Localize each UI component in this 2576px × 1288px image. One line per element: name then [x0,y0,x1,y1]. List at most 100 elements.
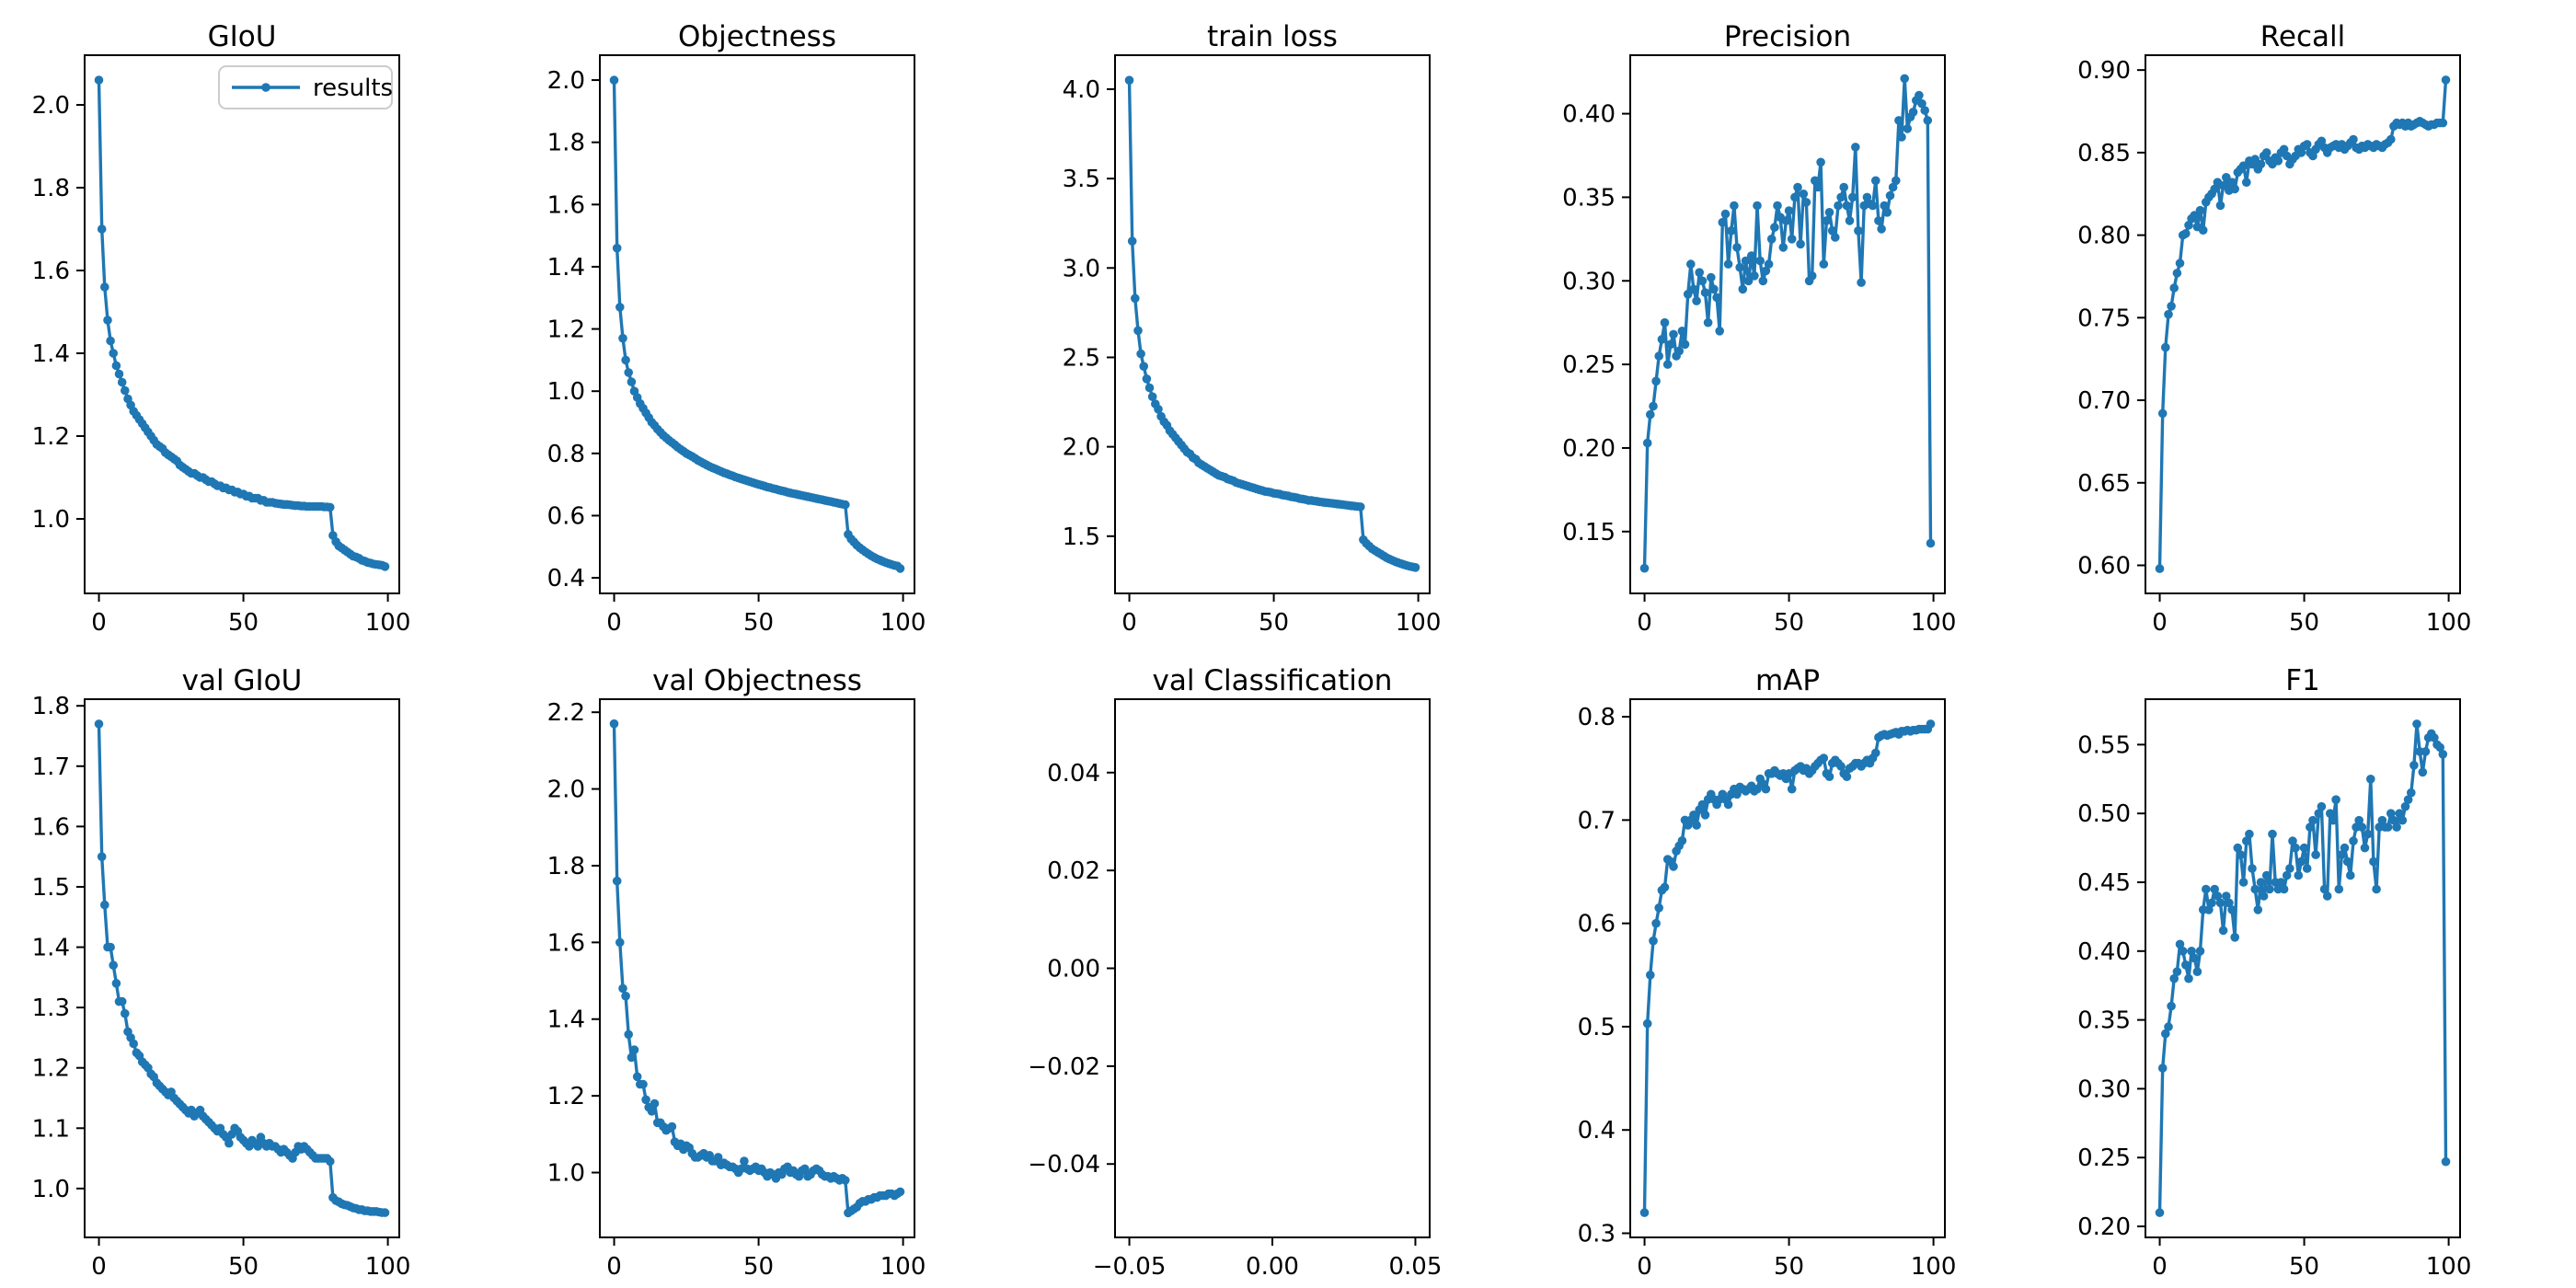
y-tick-label: 0.65 [2077,470,2131,498]
data-point-marker [1851,143,1860,152]
data-point-marker [2329,815,2338,825]
data-point-marker [2250,884,2260,894]
data-point-marker [1770,223,1779,232]
data-point-marker [1723,259,1733,269]
data-point-marker [109,349,118,358]
x-tick-label: 0 [1637,609,1652,637]
data-point-marker [895,1187,905,1197]
data-point-marker [1715,327,1724,336]
y-tick-label: 0.20 [2077,1213,2131,1241]
data-point-marker [1793,182,1802,192]
data-point-marker [2369,857,2378,867]
data-point-marker [2306,822,2315,832]
data-point-marker [1695,268,1704,278]
data-point-marker [2261,870,2271,880]
data-point-marker [1680,339,1690,350]
data-point-marker [2175,939,2185,949]
data-point-marker [2282,870,2292,880]
data-point-marker [1133,326,1143,336]
data-point-marker [2181,960,2191,970]
data-point-marker [1738,284,1748,294]
data-point-marker [1923,116,1933,125]
x-tick-label: 100 [1911,1253,1957,1281]
data-point-marker [1707,272,1716,282]
data-point-marker [1741,256,1751,266]
data-point-marker [1758,276,1768,286]
data-point-marker [2215,201,2225,211]
data-point-marker [2190,211,2199,220]
data-point-marker [94,75,104,85]
data-point-marker [2302,140,2312,149]
giou-plot-canvas: 1.0 1.2 1.4 1.6 1.8 2.0 0 50 100 results [32,54,410,637]
y-tick-label: 0.7 [1578,807,1616,834]
data-point-marker [1657,335,1667,344]
x-tick-label: 100 [2426,1253,2472,1281]
data-point-marker [2218,926,2228,936]
data-point-marker [1871,176,1880,186]
data-point-marker [1709,284,1719,294]
y-tick-label: 0.50 [2077,800,2131,828]
data-point-marker [1700,288,1710,297]
data-point-marker [1356,502,1365,512]
data-point-marker [1836,192,1846,202]
data-point-marker [1903,124,1913,133]
data-point-marker [1139,362,1148,372]
data-point-marker [2421,747,2431,756]
plot-title: train loss [1207,20,1338,53]
data-point-marker [2167,1001,2176,1011]
y-tick-label: 0.20 [1562,435,1616,463]
y-tick-label: 1.6 [32,813,70,841]
data-point-marker [713,1153,723,1162]
legend-label: results [313,75,393,102]
x-tick-label: 0 [606,609,622,637]
plot-border [599,54,915,594]
data-point-marker [1811,176,1820,186]
subplot-train-loss: train loss 1.5 2.0 2.5 3.0 3.5 4.0 0 50 100 [1030,0,1546,644]
data-point-marker [111,361,121,371]
data-point-marker [2366,775,2375,784]
data-point-marker [1807,271,1817,281]
data-point-marker [1142,374,1152,384]
x-tick-label: 0.00 [1246,1253,1299,1281]
x-tick-label: 0 [91,609,107,637]
subplot-f1: F1 0.20 0.25 0.30 0.35 0.40 0.45 0.50 0.55 0 50 10… [2061,644,2576,1288]
data-point-marker [650,1098,660,1109]
data-point-marker [1761,266,1771,276]
data-point-marker [326,1156,335,1167]
data-point-marker [1692,821,1701,830]
data-point-marker [2398,815,2408,825]
data-point-marker [841,1176,850,1185]
y-tick-label: −0.04 [1030,1151,1100,1179]
data-point-marker [224,1138,234,1148]
data-point-marker [2409,761,2419,770]
data-point-marker [2340,843,2350,853]
data-point-marker [1920,106,1929,115]
data-point-marker [621,355,630,365]
y-tick-label: 4.0 [1063,76,1100,104]
data-point-marker [1894,116,1903,125]
data-point-marker [1144,383,1155,393]
x-tick-label: 0 [2152,1253,2168,1281]
data-point-marker [1732,789,1742,799]
plot-border [2145,54,2461,594]
data-point-marker [1131,293,1140,304]
y-tick-label: 1.7 [32,753,70,781]
data-point-marker [2334,884,2344,894]
y-tick-label: −0.02 [1030,1053,1100,1081]
plot-border [1629,698,1946,1238]
data-point-marker [2279,884,2289,894]
data-point-marker [1885,190,1895,201]
x-tick-label: 0.05 [1389,1253,1443,1281]
data-point-marker [2412,719,2421,729]
data-point-marker [1743,276,1754,286]
plot-title: Objectness [678,20,836,53]
y-tick-label: 0.70 [2077,387,2131,415]
subplot-val-classification: val Classification −0.04 −0.02 0.00 0.02 0.0… [1030,644,1546,1288]
data-point-marker [2299,843,2309,853]
data-point-marker [1834,201,1843,211]
y-tick-label: 0.40 [2077,938,2131,966]
data-point-marker [380,562,390,571]
plot-title: val Objectness [652,664,862,697]
map-plot-canvas: 0.3 0.4 0.5 0.6 0.7 0.8 0 50 100 [1578,698,1957,1281]
